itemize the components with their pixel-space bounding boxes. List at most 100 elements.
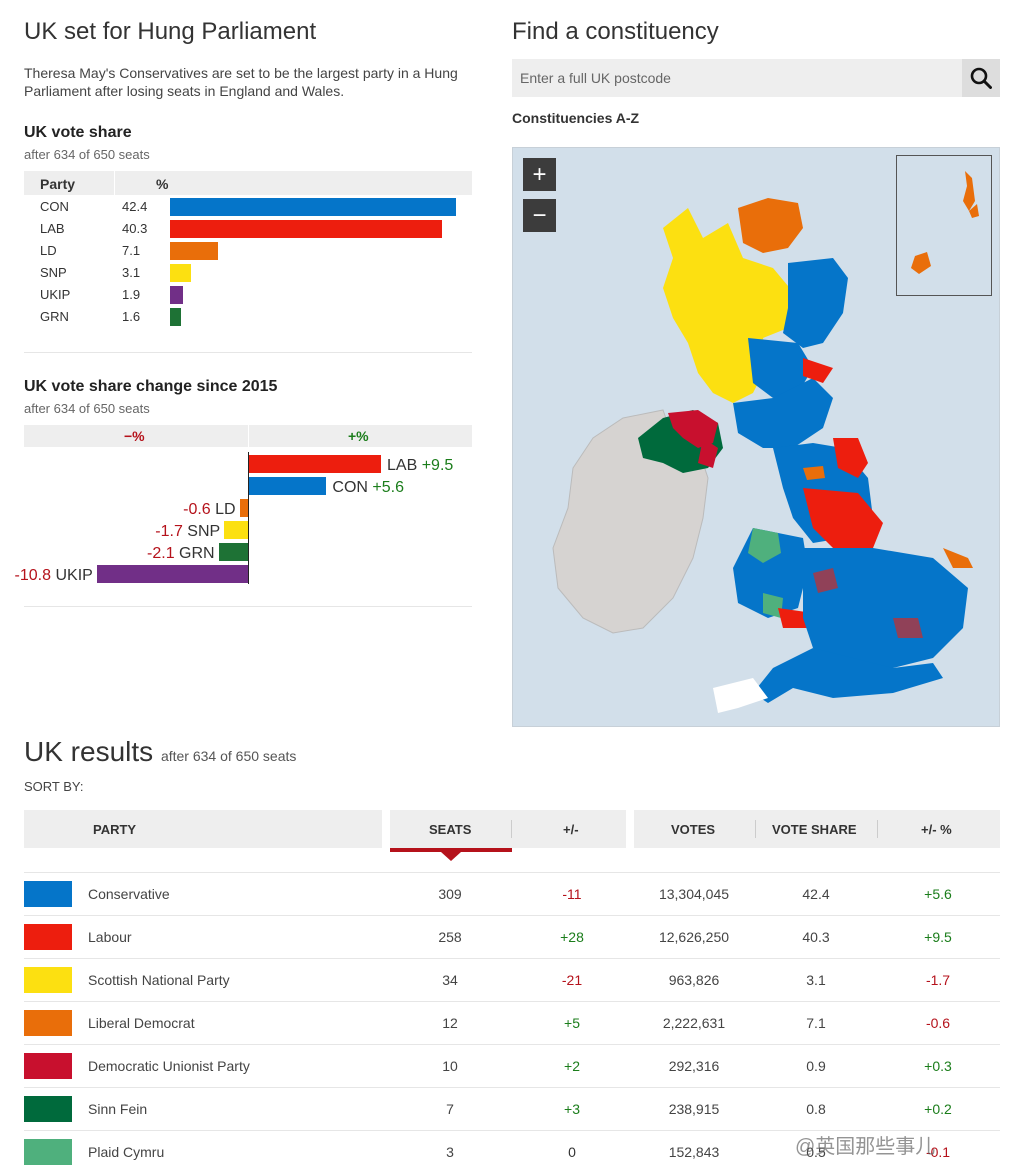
seats-change-cell: -21: [561, 972, 583, 988]
vote-share-row: LAB 40.3: [24, 218, 472, 240]
results-heading: UK results: [24, 736, 154, 767]
uk-map-graphic: [552, 198, 973, 713]
party-name: Labour: [88, 929, 132, 945]
change-value: +5.6: [372, 479, 404, 496]
table-row[interactable]: Liberal Democrat 12 +5 2,222,631 7.1 -0.6: [24, 1001, 1000, 1044]
seats-column-header[interactable]: SEATS: [429, 822, 472, 837]
party-color-swatch: [24, 967, 72, 993]
results-subtitle: after 634 of 650 seats: [160, 748, 297, 764]
change-label: CON +5.6: [332, 479, 404, 497]
share-bar: [170, 308, 181, 326]
seats-header[interactable]: SEATS +/-: [390, 810, 626, 848]
party-color-swatch: [24, 1139, 72, 1165]
change-bar: [239, 499, 248, 517]
table-row[interactable]: Democratic Unionist Party 10 +2 292,316 0.9 +…: [24, 1044, 1000, 1087]
postcode-search-input[interactable]: [512, 59, 962, 97]
change-value: -1.7: [155, 523, 183, 540]
vote-share-row: LD 7.1: [24, 240, 472, 262]
change-bar: [218, 543, 248, 561]
vote-share-subtitle: after 634 of 650 seats: [24, 147, 150, 162]
party-column-header[interactable]: PARTY: [93, 822, 137, 837]
party-name: Sinn Fein: [88, 1101, 148, 1117]
intro-text: Theresa May's Conservatives are set to b…: [24, 65, 458, 99]
change-value: -10.8: [14, 567, 52, 584]
vote-share-header: Party %: [24, 171, 472, 195]
party-color-swatch: [24, 1053, 72, 1079]
change-party: SNP: [187, 523, 221, 540]
search-button[interactable]: [962, 59, 1000, 97]
change-party: CON: [332, 479, 368, 496]
constituencies-az-link[interactable]: Constituencies A-Z: [512, 110, 640, 126]
constituency-map[interactable]: + −: [512, 147, 1000, 727]
seats-change-cell: +28: [560, 929, 584, 945]
share-change-column-header[interactable]: +/- %: [921, 822, 952, 837]
change-bar: [248, 455, 381, 473]
change-party: UKIP: [55, 567, 93, 584]
votes-cell: 238,915: [668, 1101, 720, 1117]
page-title: UK set for Hung Parliament: [24, 18, 317, 45]
table-row[interactable]: Plaid Cymru 3 0 152,843 0.5 -0.1: [24, 1130, 1000, 1167]
pos-label: +%: [348, 428, 369, 444]
party-name: Liberal Democrat: [88, 1015, 195, 1031]
party-label: SNP: [40, 265, 67, 280]
votes-cell: 963,826: [668, 972, 720, 988]
share-value: 40.3: [122, 221, 148, 236]
search-bar: [512, 59, 1000, 97]
table-row[interactable]: Sinn Fein 7 +3 238,915 0.8 +0.2: [24, 1087, 1000, 1130]
seats-cell: 3: [446, 1144, 454, 1160]
change-label: -1.7 SNP: [155, 523, 220, 541]
vote-change-header: −% +%: [24, 425, 472, 447]
zoom-out-button[interactable]: −: [523, 199, 556, 232]
share-bar: [170, 198, 456, 216]
party-color-swatch: [24, 881, 72, 907]
party-label: UKIP: [40, 287, 71, 302]
votes-column-header[interactable]: VOTES: [671, 822, 716, 837]
seats-change-cell: 0: [568, 1144, 576, 1160]
vote-share-title: UK vote share: [24, 124, 132, 141]
share-bar: [170, 264, 191, 282]
party-color-swatch: [24, 1010, 72, 1036]
share-bar: [170, 220, 442, 238]
party-color-swatch: [24, 1096, 72, 1122]
vote-share-cell: 40.3: [802, 929, 830, 945]
party-label: GRN: [40, 309, 69, 324]
table-row[interactable]: Labour 258 +28 12,626,250 40.3 +9.5: [24, 915, 1000, 958]
vote-share-column-header[interactable]: VOTE SHARE: [772, 822, 857, 837]
vote-share-cell: 0.9: [806, 1058, 826, 1074]
sort-indicator: [390, 848, 512, 852]
table-row[interactable]: Scottish National Party 34 -21 963,826 3.1 -1…: [24, 958, 1000, 1001]
neg-label: −%: [124, 428, 145, 444]
divider: [24, 352, 472, 353]
party-name: Plaid Cymru: [88, 1144, 165, 1160]
share-change-cell: +0.2: [924, 1101, 952, 1117]
share-change-cell: -1.7: [925, 972, 951, 988]
seats-cell: 258: [438, 929, 462, 945]
seats-change-column-header[interactable]: +/-: [563, 822, 579, 837]
change-bar: [248, 477, 327, 495]
share-value: 1.6: [122, 309, 141, 324]
vote-share-cell: 0.8: [806, 1101, 826, 1117]
votes-header[interactable]: VOTES VOTE SHARE +/- %: [634, 810, 1000, 848]
seats-cell: 10: [442, 1058, 458, 1074]
share-value: 7.1: [122, 243, 141, 258]
party-name: Scottish National Party: [88, 972, 230, 988]
divider: [24, 606, 472, 607]
votes-cell: 12,626,250: [658, 929, 730, 945]
votes-cell: 2,222,631: [662, 1015, 726, 1031]
table-row[interactable]: Conservative 309 -11 13,304,045 42.4 +5.6: [24, 872, 1000, 915]
party-label: LAB: [40, 221, 65, 236]
vote-share-cell: 0.5: [806, 1144, 826, 1160]
change-label: -2.1 GRN: [147, 545, 215, 563]
shetland-inset-map: [911, 171, 979, 274]
votes-cell: 152,843: [668, 1144, 720, 1160]
zoom-in-button[interactable]: +: [523, 158, 556, 191]
party-label: LD: [40, 243, 57, 258]
vote-change-title: UK vote share change since 2015: [24, 378, 278, 395]
search-icon: [970, 67, 992, 89]
party-header[interactable]: PARTY: [24, 810, 382, 848]
share-value: 1.9: [122, 287, 141, 302]
vote-share-row: GRN 1.6: [24, 306, 472, 328]
seats-change-cell: -11: [562, 886, 582, 902]
vote-share-cell: 3.1: [806, 972, 826, 988]
votes-cell: 13,304,045: [658, 886, 730, 902]
